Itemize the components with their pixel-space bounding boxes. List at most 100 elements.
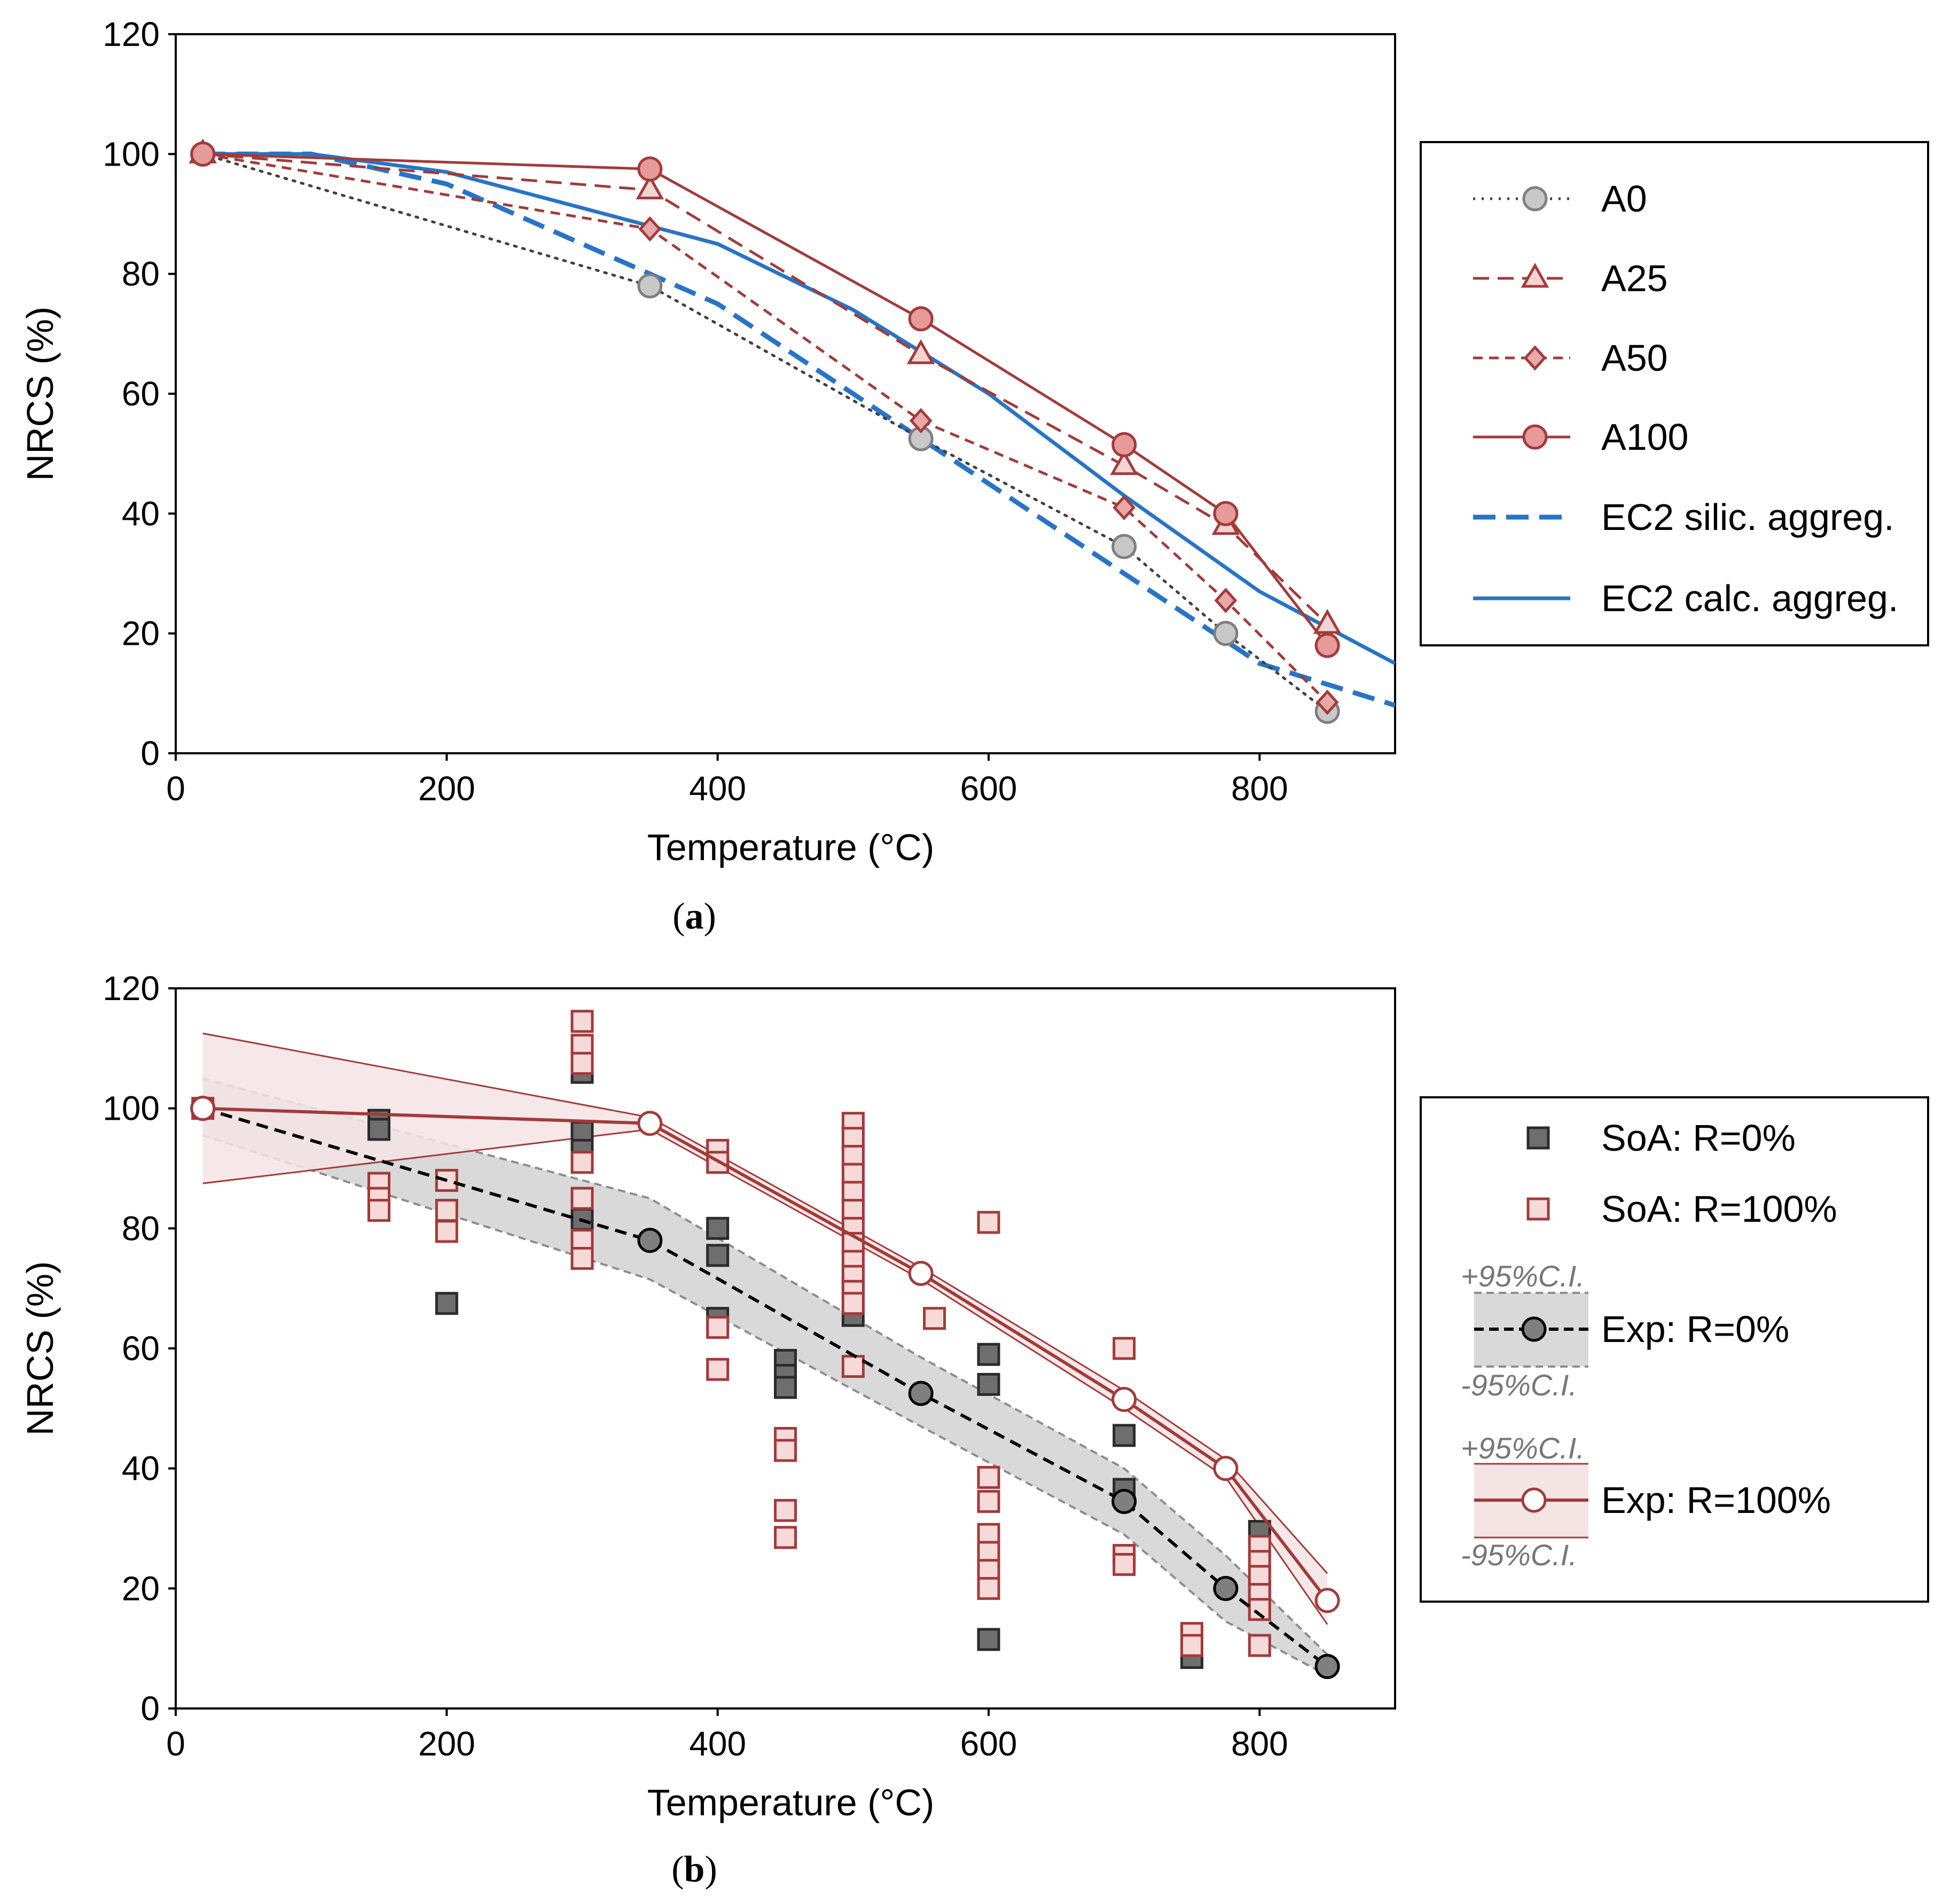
legend-b-marker-exp-r100 <box>1521 1487 1547 1513</box>
a-xtick-label: 600 <box>960 769 1017 808</box>
caption-a-letter: a <box>685 896 704 937</box>
b-point-soa-r100 <box>1248 1598 1271 1621</box>
b-point-soa-r0 <box>367 1118 390 1141</box>
b-point-exp-r0 <box>637 1228 663 1253</box>
b-point-soa-r100 <box>774 1439 797 1462</box>
legend-a-frame <box>1420 141 1929 646</box>
a-ytick-label: 20 <box>122 614 160 653</box>
b-point-soa-r100 <box>435 1199 458 1222</box>
a-xtick-label: 200 <box>418 769 475 808</box>
a-ytick-label: 0 <box>140 734 160 772</box>
legend-b-marker-soa-r0 <box>1526 1126 1550 1150</box>
a-point-a25 <box>1110 450 1138 475</box>
b-ytick-label: 80 <box>122 1209 160 1247</box>
legend-b: SoA: R=0% SoA: R=100% +95%C.I. -95%C.I. Exp:… <box>1420 1096 1929 1603</box>
a-point-a100 <box>637 156 663 182</box>
a-line-ec2-silic-aggreg <box>202 151 1395 708</box>
b-ci-band-r100 <box>202 1033 1328 1625</box>
b-point-soa-r100 <box>774 1499 797 1522</box>
a-ylabel: NRCS (%) <box>19 307 61 481</box>
a-xtick-label: 400 <box>689 769 746 808</box>
a-series-group <box>189 138 1395 724</box>
a-line-a25 <box>202 152 1328 626</box>
a-xlabel: Temperature (°C) <box>647 826 935 868</box>
a-ytick-label: 100 <box>103 135 160 173</box>
legend-a-label-a25: A25 <box>1601 257 1668 299</box>
a-point-a100 <box>1111 432 1137 457</box>
a-line-a0 <box>201 152 1329 713</box>
a-point-a100 <box>1213 501 1239 526</box>
b-point-soa-r100 <box>977 1466 1000 1489</box>
b-point-soa-r100 <box>706 1316 730 1339</box>
a-ytick-label: 40 <box>122 494 160 533</box>
a-point-a25 <box>1313 608 1342 634</box>
caption-a: (a) <box>672 896 716 937</box>
b-point-soa-r0 <box>774 1376 797 1399</box>
panel-a-chart: 0 200 400 600 800 0 20 40 60 80 100 120 Temperature … <box>19 15 1396 868</box>
legend-a-marker-a50 <box>1523 345 1547 371</box>
a-point-a50 <box>909 408 933 434</box>
b-xtick-label: 800 <box>1231 1724 1288 1763</box>
legend-b-marker-exp-r0 <box>1521 1316 1547 1342</box>
b-ylabel: NRCS (%) <box>19 1261 61 1436</box>
b-point-soa-r0 <box>706 1244 730 1267</box>
b-point-soa-r100 <box>923 1307 946 1330</box>
b-point-soa-r100 <box>1180 1634 1203 1657</box>
legend-a-label-ec2-silic-aggreg: EC2 silic. aggreg. <box>1601 496 1894 538</box>
a-ytick-label: 80 <box>122 255 160 293</box>
b-point-soa-r0 <box>977 1628 1000 1651</box>
b-ci-upper-r0 <box>202 1077 1328 1656</box>
legend-b-ci-lower-label-r0: -95%C.I. <box>1461 1368 1577 1402</box>
legend-b-ci-upper-label-r100: +95%C.I. <box>1461 1431 1585 1465</box>
b-ytick-label: 100 <box>103 1089 160 1128</box>
a-line-a50 <box>202 152 1328 704</box>
b-point-exp-r100 <box>1111 1386 1137 1412</box>
b-xlabel: Temperature (°C) <box>647 1782 935 1823</box>
b-xtick-label: 0 <box>166 1724 185 1763</box>
a-line-a100 <box>202 152 1329 646</box>
panel-b-chart: 0 200 400 600 800 0 20 40 60 80 100 120 Temperature … <box>19 969 1396 1823</box>
a-xtick-label: 800 <box>1231 769 1288 808</box>
caption-b: (b) <box>671 1849 717 1890</box>
a-ytick-label: 120 <box>103 15 160 53</box>
b-ytick-label: 0 <box>140 1689 160 1728</box>
b-point-soa-r100 <box>977 1489 1000 1513</box>
b-point-soa-r0 <box>435 1292 458 1315</box>
b-point-exp-r100 <box>637 1111 663 1136</box>
a-point-a0 <box>1213 621 1239 646</box>
a-point-a25 <box>636 174 664 200</box>
b-ytick-label: 120 <box>103 969 160 1008</box>
b-point-exp-r0 <box>1314 1653 1340 1679</box>
b-ci-lower-r0 <box>202 1134 1328 1676</box>
legend-b-marker-soa-r100 <box>1526 1197 1550 1221</box>
legend-b-label-exp-r0: Exp: R=0% <box>1601 1308 1789 1350</box>
b-ytick-label: 60 <box>122 1329 160 1368</box>
legend-a-marker-a0 <box>1522 186 1548 212</box>
b-ci-upper-r100 <box>202 1032 1328 1574</box>
a-point-a0 <box>637 273 663 299</box>
b-point-exp-r0 <box>1111 1488 1137 1514</box>
legend-a-label-a0: A0 <box>1601 178 1647 220</box>
b-point-soa-r100 <box>977 1577 1000 1600</box>
b-point-soa-r100 <box>841 1355 865 1378</box>
b-xtick-label: 200 <box>418 1724 475 1763</box>
b-point-soa-r100 <box>570 1151 594 1174</box>
legend-b-label-soa-r100: SoA: R=100% <box>1601 1188 1837 1230</box>
b-point-exp-r100 <box>1314 1588 1340 1613</box>
legend-a-label-a50: A50 <box>1601 337 1668 379</box>
b-point-soa-r100 <box>570 1051 594 1075</box>
b-xtick-label: 400 <box>689 1724 746 1763</box>
b-point-soa-r100 <box>435 1220 458 1243</box>
legend-b-ci-upper-label-r0: +95%C.I. <box>1461 1259 1585 1293</box>
b-point-soa-r0 <box>977 1343 1000 1366</box>
b-point-soa-r100 <box>706 1357 730 1381</box>
legend-a-marker-a100 <box>1522 424 1548 450</box>
legend-a-label-a100: A100 <box>1601 416 1688 458</box>
b-point-soa-r100 <box>1113 1337 1136 1360</box>
b-ytick-label: 20 <box>122 1569 160 1608</box>
a-xtick-label: 0 <box>166 769 185 808</box>
caption-b-letter: b <box>684 1849 705 1890</box>
a-point-a100 <box>190 141 216 167</box>
b-line-exp-r100 <box>202 1106 1329 1602</box>
b-point-soa-r100 <box>1113 1552 1136 1576</box>
